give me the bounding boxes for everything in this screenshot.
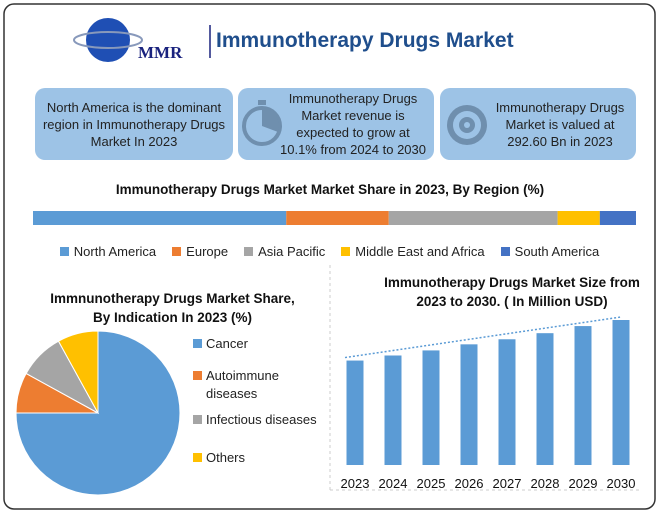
legend-item: Europe <box>172 244 228 259</box>
pie-chart <box>15 330 181 496</box>
legend-swatch <box>193 371 202 380</box>
bar <box>422 350 440 465</box>
stopwatch-icon <box>242 100 282 146</box>
legend-swatch <box>341 247 351 256</box>
logo-orbit <box>73 31 143 49</box>
legend-swatch <box>59 247 69 256</box>
bar-chart: 2023 2024 2025 2026 2027 2028 2029 2030 <box>341 316 636 491</box>
legend-label: Infectious diseases <box>206 412 317 427</box>
trend-line <box>344 316 622 359</box>
legend-swatch <box>172 247 182 256</box>
info-box: North America is the dominant region in … <box>35 88 233 160</box>
legend-label: South America <box>514 244 600 259</box>
logo-text: MMR <box>138 43 183 62</box>
legend-swatch <box>193 453 202 462</box>
x-tick-label: 2023 <box>341 476 370 491</box>
x-tick-label: 2025 <box>417 476 446 491</box>
chart-title: Immunotherapy Drugs Market Market Share … <box>115 182 545 197</box>
chart-title: Immnunotherapy Drugs Market Share, By In… <box>50 291 295 325</box>
bar <box>536 333 554 465</box>
pie-slice <box>15 330 181 496</box>
legend-label: Cancer <box>206 336 248 351</box>
bar-segment <box>599 211 636 225</box>
x-tick-label: 2030 <box>607 476 636 491</box>
bar-segment <box>388 211 558 225</box>
legend-item: South America <box>500 244 600 259</box>
bar-segment <box>33 211 287 225</box>
bar <box>612 320 630 465</box>
legend-item: Middle East and Africa <box>341 244 485 259</box>
legend-label: North America <box>73 244 157 259</box>
bar <box>574 326 592 465</box>
info-box: Immunotherapy Drugs Market is valued at … <box>440 88 636 160</box>
bar-segment <box>557 211 600 225</box>
legend-swatch <box>244 247 254 256</box>
x-tick-label: 2029 <box>569 476 598 491</box>
legend-label: Europe <box>186 244 229 259</box>
page-title: Immunotherapy Drugs Market <box>216 29 514 52</box>
bar <box>460 344 478 465</box>
x-tick-label: 2028 <box>531 476 560 491</box>
legend-swatch <box>500 247 510 256</box>
x-tick-label: 2026 <box>455 476 484 491</box>
legend-label: Others <box>206 450 246 465</box>
legend-swatch <box>193 415 202 424</box>
legend-swatch <box>193 339 202 348</box>
bar-segment <box>286 211 389 225</box>
stacked-bar-chart <box>33 211 636 225</box>
pie-slice <box>57 330 99 414</box>
bar <box>498 339 516 465</box>
bar <box>346 360 364 465</box>
legend-label: Middle East and Africa <box>355 244 485 259</box>
legend: North America Europe Asia Pacific Middle Ea… <box>0 244 659 259</box>
target-icon <box>447 105 487 145</box>
x-tick-label: 2024 <box>379 476 408 491</box>
x-tick-label: 2027 <box>493 476 522 491</box>
logo-globe <box>86 18 130 62</box>
legend-label: Asia Pacific <box>258 244 326 259</box>
legend-label: Autoimmune diseases <box>206 368 279 401</box>
chart-title: Immunotherapy Drugs Market Size from 202… <box>384 275 640 309</box>
legend-item: North America <box>59 244 157 259</box>
legend-item: Asia Pacific <box>244 244 325 259</box>
bar <box>384 355 402 465</box>
